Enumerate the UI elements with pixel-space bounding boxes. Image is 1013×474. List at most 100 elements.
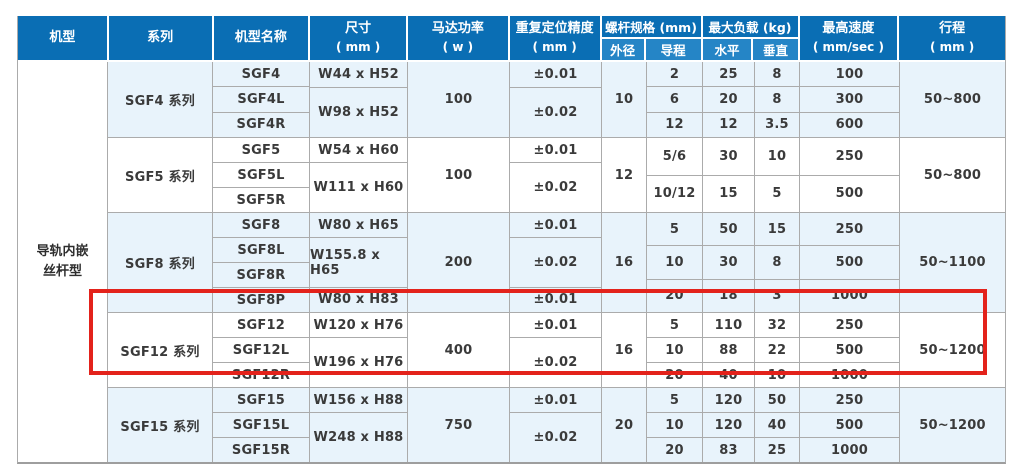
- accuracy-value: ±0.01: [533, 142, 578, 158]
- header-motor-power-label: 马达功率: [431, 20, 484, 36]
- lead-value: 10: [647, 412, 702, 437]
- dimension-value: W156 x H88: [313, 392, 404, 408]
- col-model: SGF8 SGF8L SGF8R SGF8P: [212, 213, 309, 312]
- load-h-value: 20: [703, 86, 754, 111]
- speed-value: 1000: [800, 437, 899, 462]
- load-h-value: 120: [714, 392, 743, 408]
- accuracy-value: ±0.01: [533, 66, 578, 82]
- header-machine-type-label: 机型: [49, 29, 76, 45]
- load-v-value: 10: [755, 362, 799, 387]
- load-h-value: 12: [703, 111, 754, 137]
- model-name: SGF8R: [213, 262, 309, 287]
- col-load-vertical: 50 40 25: [754, 388, 799, 462]
- speed-value: 500: [800, 174, 899, 213]
- lead-value: 10: [647, 337, 702, 362]
- load-v-value: 5: [755, 174, 799, 213]
- col-outer-dia: 20: [601, 388, 646, 462]
- col-power: 100: [407, 138, 509, 212]
- header-size-unit: ( mm ): [335, 39, 381, 54]
- outer-dia-value: 16: [614, 255, 634, 270]
- col-power: 200: [407, 213, 509, 312]
- header-model-name: 机型名称: [213, 16, 311, 60]
- header-size: 尺寸 ( mm ): [310, 16, 408, 60]
- load-h-value: 15: [703, 174, 754, 213]
- col-load-horizontal: 30 15: [702, 138, 754, 212]
- model-name: SGF4: [241, 66, 281, 82]
- accuracy-value: ±0.01: [510, 286, 601, 312]
- series-name: SGF15 系列: [120, 419, 200, 435]
- col-lead: 5/6 10/12: [646, 138, 702, 212]
- load-h-value: 88: [703, 337, 754, 362]
- col-model: SGF5 SGF5L SGF5R: [212, 138, 309, 212]
- load-v-value: 32: [767, 317, 787, 333]
- lead-value: 2: [669, 66, 680, 82]
- model-name: SGF8L: [213, 237, 309, 262]
- model-name: SGF15R: [213, 437, 309, 462]
- col-outer-dia: 12: [601, 138, 646, 212]
- dimension-value: W111 x H60: [310, 162, 407, 212]
- lead-value: 20: [647, 362, 702, 387]
- speed-value: 1000: [800, 362, 899, 387]
- load-h-value: 110: [714, 317, 743, 333]
- col-speed: 250 500 1000: [799, 213, 899, 312]
- load-h-value: 18: [703, 278, 754, 312]
- header-size-label: 尺寸: [345, 20, 372, 36]
- dimension-value: W155.8 x H65: [310, 237, 407, 287]
- header-load-vertical: 垂直: [753, 39, 798, 60]
- load-v-value: 15: [767, 221, 787, 237]
- col-speed: 250 500 1000: [799, 388, 899, 462]
- header-max-speed-label: 最高速度: [822, 20, 875, 36]
- col-series: SGF4 系列: [107, 62, 212, 137]
- dimension-value: W44 x H52: [318, 66, 399, 82]
- col-outer-dia: 16: [601, 313, 646, 387]
- speed-value: 250: [835, 317, 864, 333]
- col-dimensions: W80 x H65 W155.8 x H65 W80 x H83: [309, 213, 407, 312]
- col-outer-dia: 10: [601, 62, 646, 137]
- col-load-vertical: 10 5: [754, 138, 799, 212]
- header-accuracy-label: 重复定位精度: [515, 20, 594, 36]
- model-name: SGF15: [236, 392, 285, 408]
- lead-value: 6: [647, 86, 702, 111]
- speed-value: 100: [835, 66, 864, 82]
- col-power: 750: [407, 388, 509, 462]
- outer-dia-value: 16: [614, 342, 634, 358]
- header-model-name-label: 机型名称: [234, 29, 287, 45]
- accuracy-value: ±0.02: [510, 86, 601, 137]
- stroke-value: 50~1200: [919, 342, 986, 358]
- lead-value: 5: [669, 221, 680, 237]
- header-lead: 导程: [645, 39, 701, 60]
- speed-value: 600: [800, 111, 899, 137]
- load-v-value: 50: [767, 392, 787, 408]
- outer-dia-value: 20: [614, 417, 634, 433]
- block-sgf4: SGF4 系列 SGF4 SGF4L SGF4R W44 x H52 W98 x…: [107, 62, 1005, 137]
- lead-value: 5: [669, 392, 680, 408]
- series-name: SGF5 系列: [125, 169, 195, 185]
- col-accuracy: ±0.01 ±0.02: [509, 138, 601, 212]
- lead-value: 12: [647, 111, 702, 137]
- model-name: SGF5L: [213, 162, 309, 187]
- col-dimensions: W156 x H88 W248 x H88: [309, 388, 407, 462]
- load-v-value: 3.5: [755, 111, 799, 137]
- header-max-load-label: 最大负载 (kg): [702, 16, 798, 39]
- machine-type-cell: 导轨内嵌 丝杆型: [18, 62, 107, 462]
- header-motor-power-unit: ( w ): [442, 39, 474, 54]
- header-accuracy-unit: ( mm ): [532, 39, 577, 54]
- lead-value: 5/6: [662, 148, 687, 164]
- col-stroke: 50~1200: [899, 313, 1005, 387]
- header-stroke: 行程 ( mm ): [899, 16, 1005, 60]
- stroke-value: 50~1100: [919, 255, 986, 270]
- dimension-value: W54 x H60: [318, 142, 399, 158]
- col-lead: 5 10 20: [646, 213, 702, 312]
- col-stroke: 50~800: [899, 138, 1005, 212]
- speed-value: 500: [800, 337, 899, 362]
- dimension-value: W248 x H88: [310, 412, 407, 462]
- accuracy-value: ±0.02: [510, 162, 601, 212]
- header-series: 系列: [108, 16, 214, 60]
- col-power: 100: [407, 62, 509, 137]
- speed-value: 300: [800, 86, 899, 111]
- model-name: SGF4R: [213, 111, 309, 137]
- dimension-value: W196 x H76: [310, 337, 407, 387]
- stroke-value: 50~800: [923, 92, 982, 107]
- col-speed: 100 300 600: [799, 62, 899, 137]
- stroke-value: 50~800: [923, 167, 982, 183]
